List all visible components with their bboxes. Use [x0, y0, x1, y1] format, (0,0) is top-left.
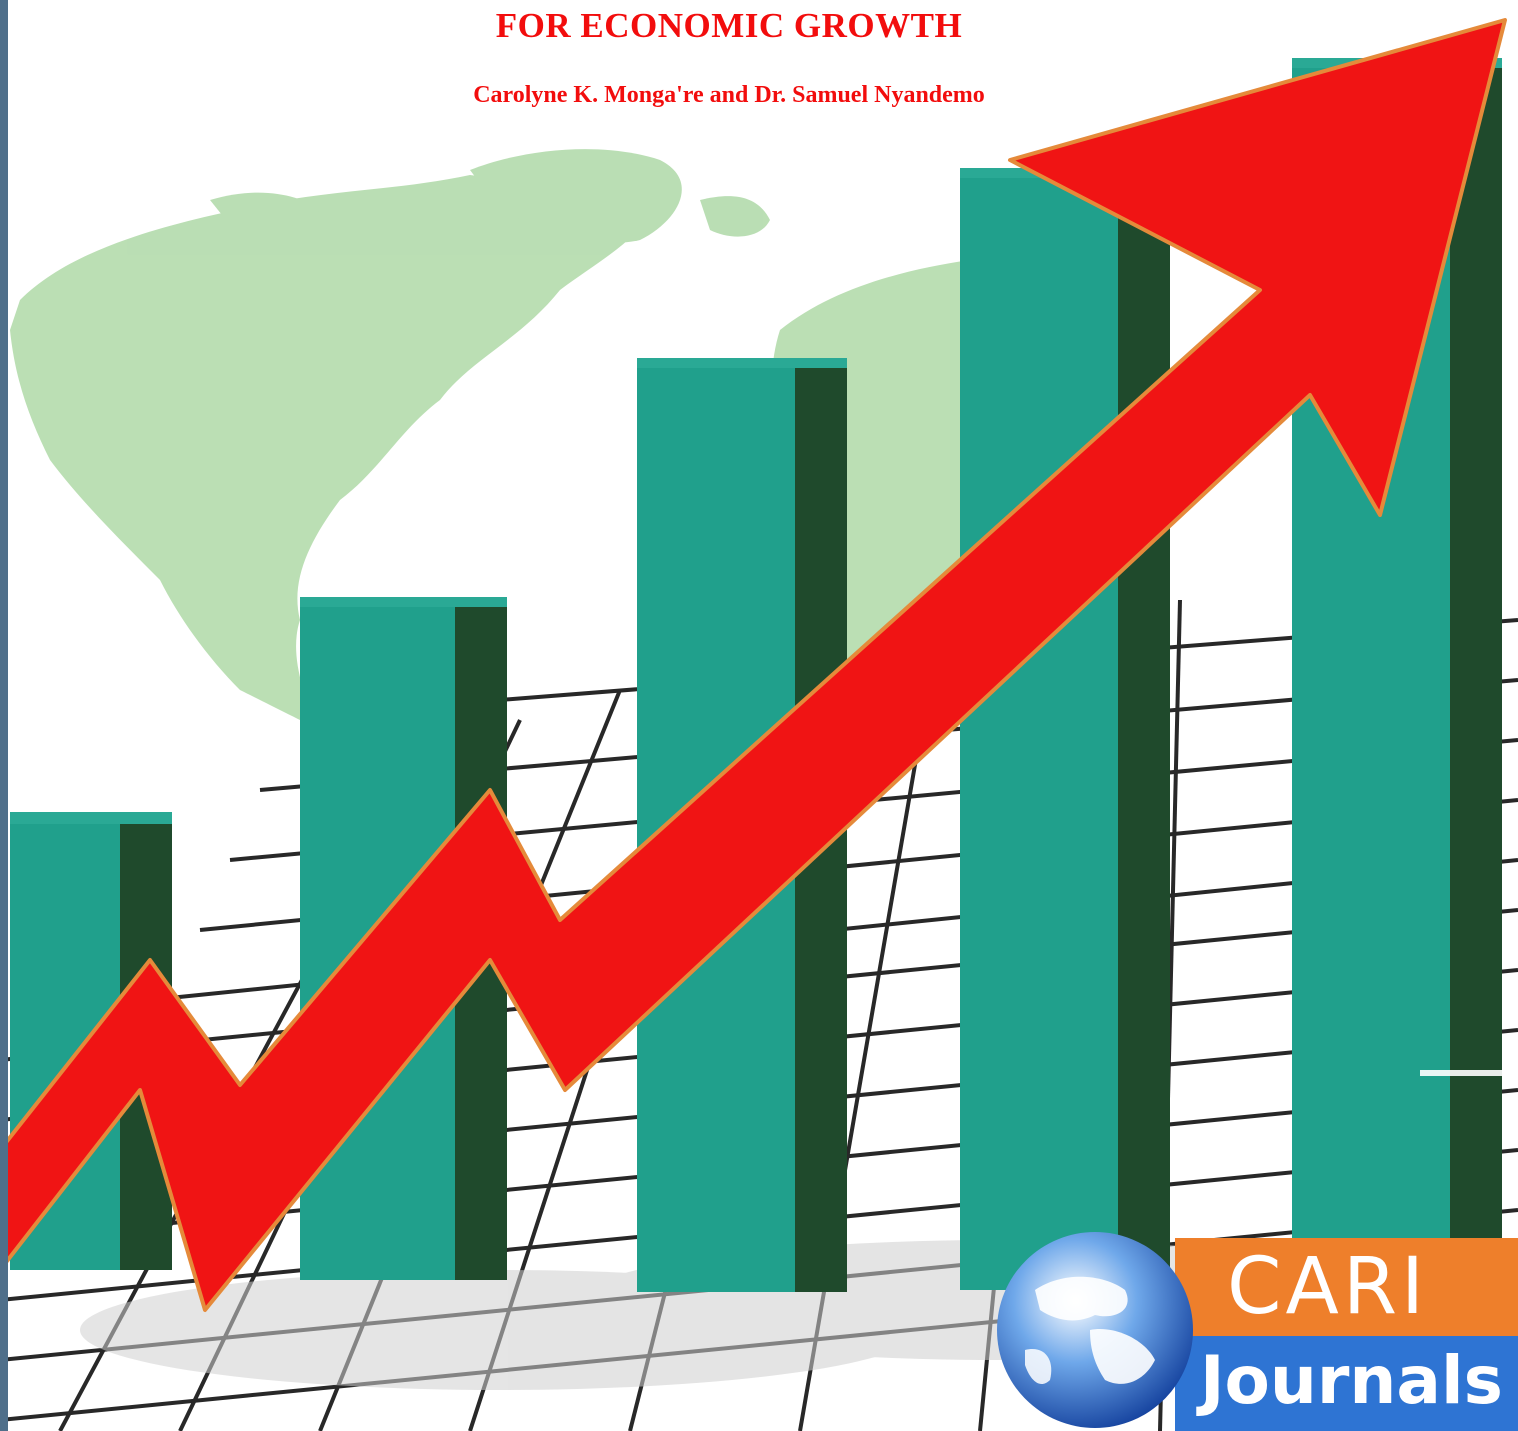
trend-arrow — [0, 18, 1507, 1312]
globe-icon — [997, 1232, 1193, 1428]
bar-4 — [960, 168, 1170, 1290]
page-title: FOR ECONOMIC GROWTH — [495, 6, 963, 45]
logo-blue-band — [1175, 1336, 1518, 1431]
highlight-line — [1420, 1070, 1518, 1076]
logo-cari-text: CARI — [1227, 1242, 1429, 1332]
left-border — [0, 0, 8, 1431]
logo-orange-band — [1175, 1238, 1518, 1336]
cari-journals-logo: CARI Journals — [995, 1230, 1518, 1431]
author-line: Carolyne K. Monga're and Dr. Samuel Nyan… — [473, 82, 985, 108]
logo-journals-text: Journals — [1200, 1342, 1503, 1419]
